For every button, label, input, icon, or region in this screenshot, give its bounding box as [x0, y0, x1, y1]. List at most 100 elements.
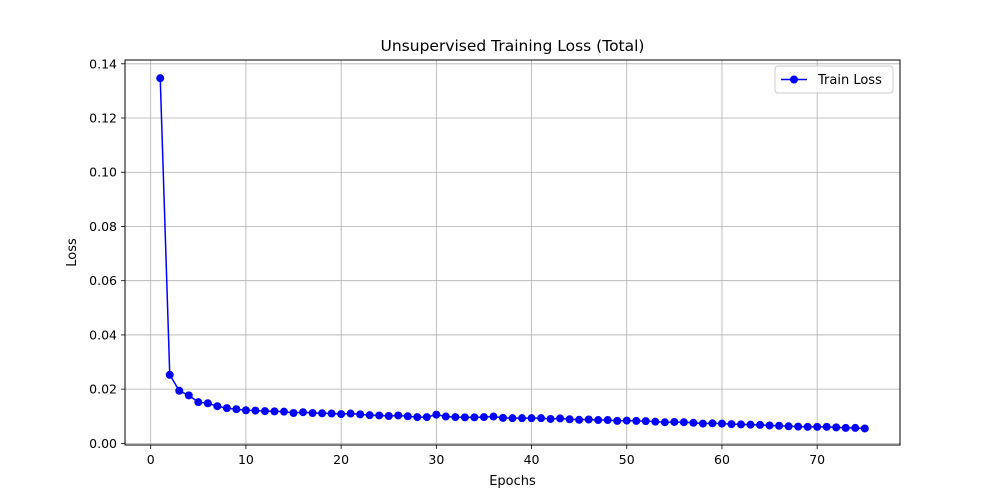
data-point	[803, 422, 812, 431]
y-tick-label: 0.14	[89, 56, 117, 71]
data-point	[537, 414, 546, 423]
data-point	[375, 411, 384, 420]
data-point	[394, 411, 403, 420]
data-point	[479, 413, 488, 422]
data-point	[594, 416, 603, 425]
y-tick-label: 0.08	[89, 219, 117, 234]
data-point	[222, 404, 231, 413]
data-point	[156, 74, 165, 83]
data-point	[822, 422, 831, 431]
x-tick-label: 40	[524, 452, 540, 467]
ticks: 0 10 20 30 40 50 60 70 0.00 0.02 0.04 0.06 0.08 0.10 0…	[89, 56, 825, 467]
data-point	[841, 423, 850, 432]
data-point	[708, 419, 717, 428]
x-tick-label: 20	[333, 452, 349, 467]
data-point	[651, 417, 660, 426]
data-point	[508, 414, 517, 423]
data-point	[737, 420, 746, 429]
data-point	[384, 411, 393, 420]
chart-title: Unsupervised Training Loss (Total)	[381, 37, 645, 55]
data-point	[575, 415, 584, 424]
data-point	[613, 416, 622, 425]
data-point	[260, 407, 269, 416]
data-point	[765, 421, 774, 430]
y-tick-label: 0.12	[89, 111, 117, 126]
y-tick-label: 0.06	[89, 273, 117, 288]
legend: Train Loss	[774, 65, 894, 94]
series-layer	[156, 74, 869, 433]
data-point	[213, 402, 222, 411]
x-tick-label: 50	[619, 452, 635, 467]
y-tick-label: 0.00	[89, 436, 117, 451]
data-point	[698, 419, 707, 428]
data-point	[489, 412, 498, 421]
y-tick-label: 0.02	[89, 382, 117, 397]
data-point	[527, 414, 536, 423]
data-point	[270, 407, 279, 416]
data-point	[794, 422, 803, 431]
data-point	[603, 416, 612, 425]
data-point	[441, 412, 450, 421]
data-point	[546, 414, 555, 423]
data-point	[184, 391, 193, 400]
data-point	[232, 405, 241, 414]
data-point	[470, 413, 479, 422]
x-tick-label: 60	[714, 452, 730, 467]
data-point	[422, 413, 431, 422]
data-point	[299, 408, 308, 417]
legend-label: Train Loss	[817, 73, 882, 88]
data-point	[632, 416, 641, 425]
data-point	[165, 370, 174, 379]
data-point	[203, 399, 212, 408]
y-tick-label: 0.10	[89, 165, 117, 180]
data-point	[251, 406, 260, 415]
data-point	[337, 410, 346, 419]
x-tick-label: 30	[428, 452, 444, 467]
y-axis-label: Loss	[65, 238, 80, 267]
data-point	[346, 409, 355, 418]
data-point	[175, 386, 184, 395]
x-tick-label: 10	[238, 452, 254, 467]
data-point	[241, 406, 250, 415]
data-point	[660, 418, 669, 427]
data-point	[565, 415, 574, 424]
x-axis-label: Epochs	[489, 474, 536, 489]
data-point	[851, 423, 860, 432]
data-point	[413, 413, 422, 422]
data-point	[775, 421, 784, 430]
data-point	[194, 398, 203, 407]
data-point	[717, 419, 726, 428]
data-point	[622, 416, 631, 425]
data-point	[451, 413, 460, 422]
grid	[125, 60, 900, 445]
data-point	[860, 424, 869, 433]
data-point	[784, 422, 793, 431]
data-point	[518, 414, 527, 423]
data-point	[756, 420, 765, 429]
x-tick-label: 0	[147, 452, 155, 467]
data-point	[308, 409, 317, 418]
data-point	[318, 409, 327, 418]
legend-box	[774, 65, 894, 94]
data-point	[556, 414, 565, 423]
data-point	[289, 409, 298, 418]
x-tick-label: 70	[809, 452, 825, 467]
data-point	[584, 415, 593, 424]
data-point	[679, 418, 688, 427]
data-point	[832, 423, 841, 432]
data-point	[432, 410, 441, 419]
data-point	[460, 413, 469, 422]
data-point	[498, 413, 507, 422]
data-point	[813, 422, 822, 431]
data-point	[356, 410, 365, 419]
data-point	[279, 407, 288, 416]
data-point	[727, 420, 736, 429]
data-point	[403, 412, 412, 421]
data-point	[689, 418, 698, 427]
data-point	[670, 417, 679, 426]
data-point	[641, 417, 650, 426]
data-point	[746, 420, 755, 429]
data-point	[327, 409, 336, 418]
axes-frame	[124, 59, 901, 446]
